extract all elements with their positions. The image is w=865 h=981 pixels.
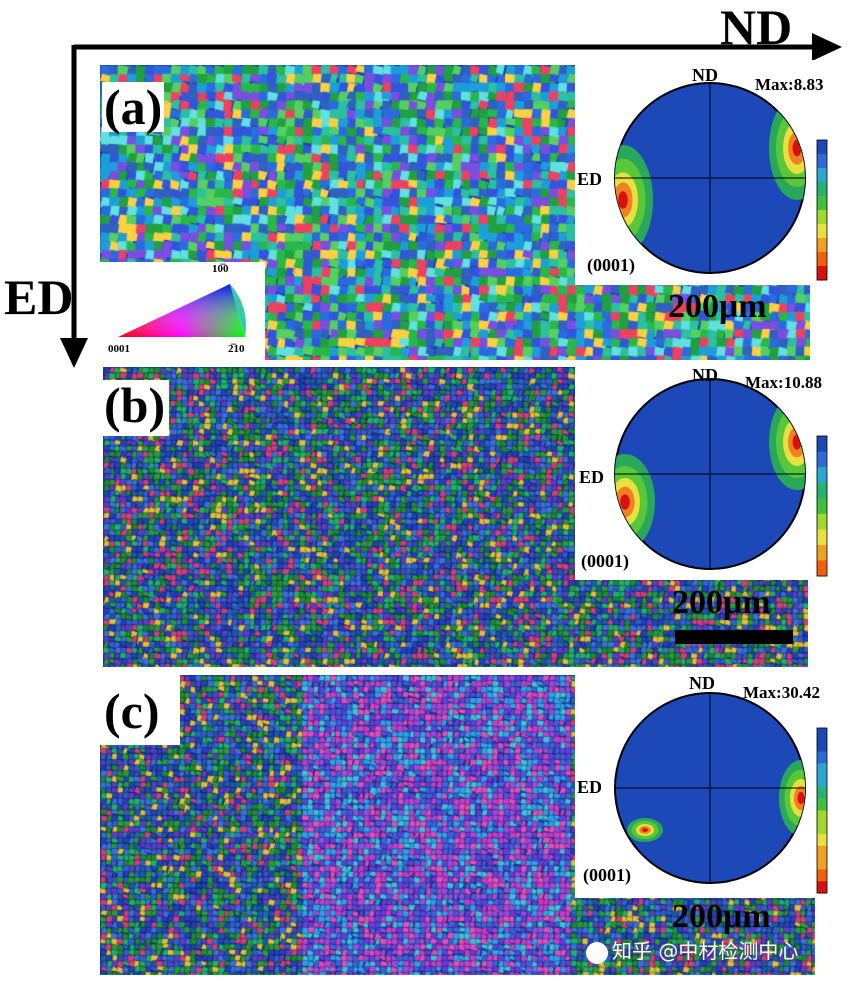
nd-axis-label: ND <box>720 0 793 55</box>
panel-b-label: (b) <box>102 380 170 436</box>
pole-figure-c: ND Max:30.42 ED (0001) <box>575 670 860 898</box>
pf-a-plane-label: (0001) <box>587 255 635 275</box>
ed-axis-label: ED <box>4 269 74 325</box>
pf-a-nd-label: ND <box>692 65 718 85</box>
scale-c-label: 200μm <box>672 898 771 935</box>
pf-c-max-label: Max:30.42 <box>743 683 820 702</box>
pf-b-plane-label: (0001) <box>581 551 629 571</box>
ipf-triangle-icon <box>118 284 246 337</box>
pf-c-plane-label: (0001) <box>583 865 631 885</box>
pole-figure-a: ND Max:8.83 ED (0001) <box>575 60 860 285</box>
scale-a-label: 200μm <box>668 288 767 325</box>
ipf-left-label: 0001 <box>108 343 130 355</box>
ipf-top-label: 10̅0 <box>212 263 229 275</box>
pf-c-ed-label: ED <box>577 777 603 797</box>
panel-a-label: (a) <box>102 79 165 135</box>
pf-a-max-label: Max:8.83 <box>755 75 824 94</box>
scale-b-label: 200μm <box>672 584 771 621</box>
watermark-text: 知乎 @中材检测中心 <box>612 939 799 963</box>
scale-bar-b <box>675 630 793 644</box>
pf-b-ed-label: ED <box>579 467 605 487</box>
pf-c-nd-label: ND <box>689 673 715 693</box>
ipf-right-label: 2̅10 <box>228 343 245 355</box>
ipf-key-box: 10̅0 0001 2̅10 <box>100 262 265 360</box>
pf-b-nd-label: ND <box>692 365 718 385</box>
watermark: 知乎 @中材检测中心 <box>586 935 798 964</box>
zhihu-logo-icon <box>586 941 608 964</box>
pf-a-ed-label: ED <box>577 169 603 189</box>
pf-b-max-label: Max:10.88 <box>745 373 822 392</box>
pole-figure-b: ND Max:10.88 ED (0001) <box>575 362 860 580</box>
panel-c-label: (c) <box>104 683 160 739</box>
